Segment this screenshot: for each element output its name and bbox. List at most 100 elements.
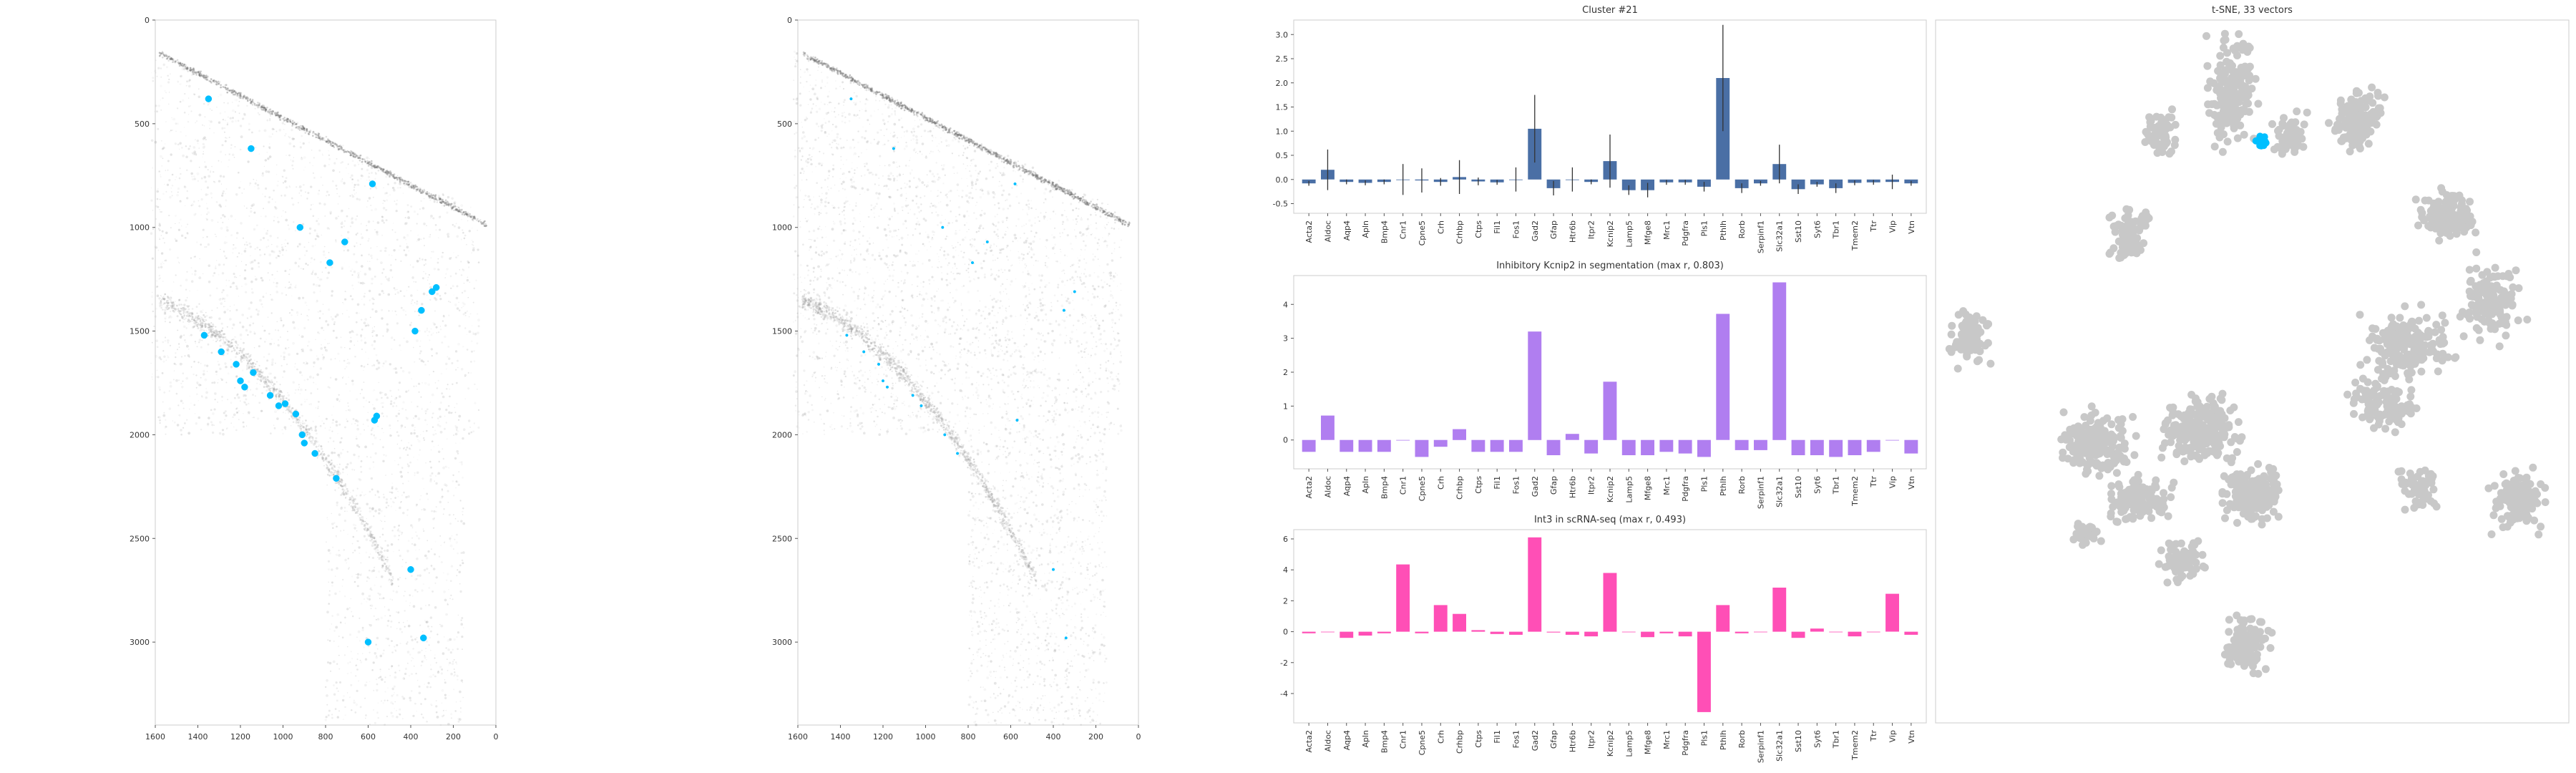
tissue-cell [200, 189, 203, 190]
tissue-cell [343, 654, 346, 656]
tissue-cell [307, 192, 310, 195]
tissue-cell [175, 61, 177, 64]
tissue-cell [329, 213, 332, 215]
tissue-cell [368, 401, 371, 403]
tissue-cell [187, 223, 189, 225]
tissue-cell [233, 426, 235, 428]
tissue-cell [383, 415, 384, 417]
tissue-cell [359, 494, 362, 497]
tissue-cell [270, 250, 273, 253]
tissue-cell [236, 93, 239, 95]
tissue-cell [374, 208, 377, 211]
tissue-cell [205, 314, 208, 317]
tissue-cell [225, 154, 227, 155]
tissue-cell [232, 248, 235, 250]
tissue-cell [202, 228, 205, 231]
tissue-cell [448, 314, 450, 316]
tissue-cell [177, 311, 178, 312]
tissue-cell [357, 680, 360, 682]
tissue-cell [426, 279, 429, 281]
tissue-cell [231, 345, 233, 348]
tissue-cell [203, 320, 205, 323]
tissue-cell [468, 316, 470, 318]
tissue-cell [284, 124, 286, 125]
tissue-cell [429, 298, 431, 301]
tissue-cell [434, 517, 435, 519]
tissue-cell [264, 195, 266, 198]
tissue-cell [414, 474, 416, 477]
tissue-cell [352, 535, 355, 538]
tissue-cell [382, 168, 384, 171]
tissue-cell [164, 90, 166, 92]
tissue-cell [346, 510, 348, 512]
tissue-cell [326, 704, 328, 706]
tissue-cell [271, 198, 273, 200]
tissue-cell [416, 578, 418, 580]
tissue-cell [306, 304, 308, 306]
tissue-cell [235, 429, 238, 432]
tissue-cell [387, 195, 389, 197]
tissue-cell [162, 296, 165, 298]
tissue-cell [263, 386, 265, 389]
tissue-cell [247, 160, 250, 163]
tissue-cell [217, 402, 218, 403]
tissue-cell [187, 147, 190, 150]
tissue-cell [363, 406, 365, 408]
tissue-cell [347, 533, 348, 535]
tissue-cell [327, 441, 329, 443]
tissue-cell [249, 331, 252, 334]
tissue-cell [373, 661, 375, 664]
tissue-cell [318, 149, 321, 152]
tissue-cell [338, 668, 341, 670]
tissue-cell [186, 80, 188, 83]
tissue-cell [351, 709, 353, 711]
tissue-cell [441, 488, 444, 490]
tissue-cell [369, 507, 371, 510]
tissue-cell [206, 79, 209, 81]
tissue-cell [270, 115, 272, 117]
tissue-cell [273, 205, 277, 208]
tissue-cell [412, 648, 414, 650]
tissue-cell [303, 361, 306, 364]
tissue-cell [283, 358, 286, 361]
tissue-cell [367, 323, 369, 325]
tissue-cell [228, 218, 229, 220]
tissue-cell [450, 565, 454, 568]
tissue-cell [170, 227, 172, 229]
tissue-cell [436, 292, 439, 296]
tissue-cell [412, 304, 414, 306]
tissue-cell [391, 575, 394, 578]
tissue-cell [360, 471, 363, 473]
tissue-cell [404, 253, 408, 257]
tissue-cell [350, 598, 352, 600]
tissue-cell [301, 414, 303, 417]
tissue-cell [407, 624, 411, 628]
tissue-cell [437, 444, 439, 446]
tissue-cell [344, 291, 346, 293]
tissue-cell [218, 334, 220, 336]
tissue-cell [344, 368, 346, 369]
tissue-cell [321, 271, 323, 273]
tissue-cell [275, 362, 276, 364]
tissue-cell [265, 367, 268, 370]
tissue-cell [261, 104, 264, 107]
tissue-cell [436, 199, 439, 202]
tissue-cell [452, 661, 454, 663]
tissue-cell [450, 672, 453, 676]
tissue-cell [303, 129, 306, 132]
tissue-cell [429, 339, 431, 341]
tissue-cell [372, 569, 376, 573]
tissue-cell [251, 131, 253, 134]
tissue-cell [322, 313, 324, 315]
tissue-cell [282, 412, 284, 414]
tissue-cell [331, 294, 333, 297]
tissue-cell [205, 138, 207, 141]
tissue-cell [196, 140, 199, 142]
tissue-cell [364, 273, 367, 276]
tissue-cell [273, 427, 276, 429]
tissue-cell [284, 270, 287, 273]
tissue-cell [168, 390, 170, 392]
tissue-cell [449, 544, 453, 548]
tissue-cell [180, 234, 184, 237]
tissue-cell [360, 223, 363, 225]
